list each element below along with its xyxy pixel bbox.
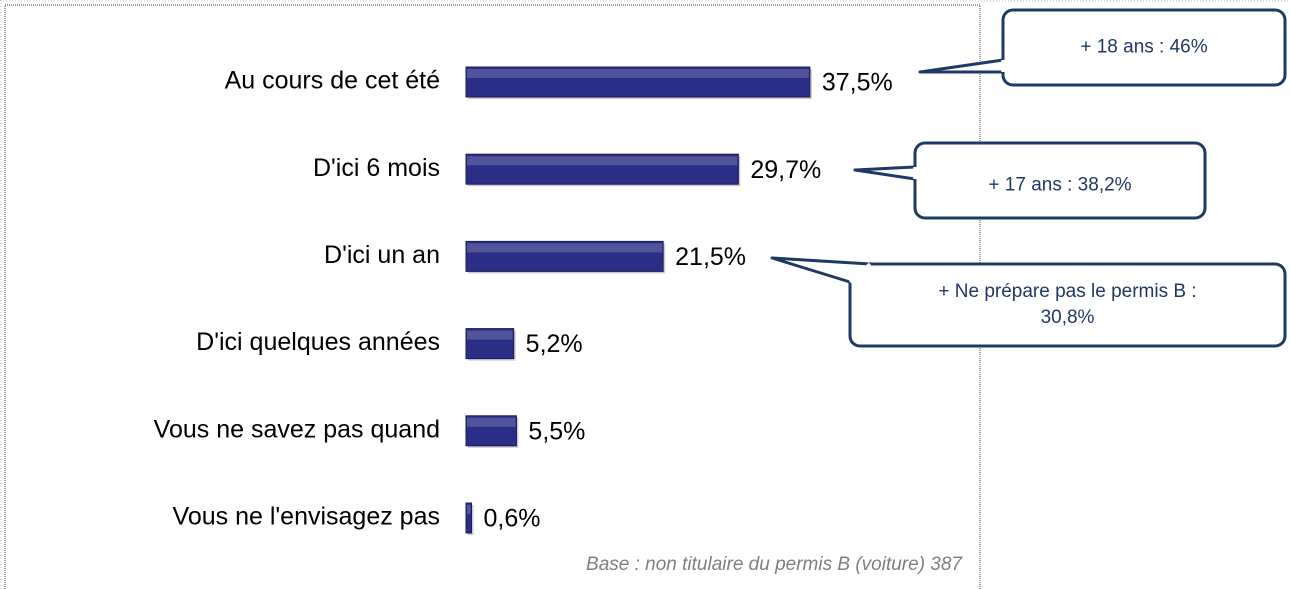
bar-highlight [467,243,663,253]
bar-highlight [467,417,516,427]
category-label: Vous ne l'envisagez pas [173,503,440,531]
callout: + 18 ans : 46% [918,8,1287,87]
footnote: Base : non titulaire du permis B (voitur… [586,554,963,575]
bar [465,153,739,185]
bar [465,66,811,98]
bar [465,240,664,272]
callout-text: + 17 ans : 38,2% [988,175,1131,196]
value-label: 5,5% [528,417,585,445]
bar [465,415,517,447]
callout-tail [853,165,917,181]
callout-text: + 18 ans : 46% [1080,37,1207,58]
callout: + 17 ans : 38,2% [853,141,1207,220]
value-label: 21,5% [675,243,746,271]
bar [465,328,515,360]
category-label: D'ici 6 mois [313,154,440,182]
category-label: D'ici un an [324,241,440,269]
bar-highlight [467,330,513,340]
callout: + Ne prépare pas le permis B : 30,8% [770,256,1287,348]
callout-box [1001,8,1287,87]
category-label: Au cours de cet été [225,67,440,95]
bar-highlight [467,69,809,78]
callout-tail [918,58,1005,74]
callout-tail-cover [848,262,872,284]
bar-highlight [467,156,738,166]
category-label: Vous ne savez pas quand [154,415,440,443]
value-label: 5,2% [526,330,583,358]
callout-text: + Ne prépare pas le permis B : [938,281,1196,302]
value-label: 0,6% [484,505,541,533]
category-label: D'ici quelques années [196,328,440,356]
value-label: 29,7% [750,156,821,184]
callout-box [913,141,1207,220]
bar-highlight [467,505,471,514]
value-label: 37,5% [822,69,893,97]
callout-box [848,262,1287,348]
callout-text: 30,8% [1041,307,1095,328]
bar [465,502,473,534]
